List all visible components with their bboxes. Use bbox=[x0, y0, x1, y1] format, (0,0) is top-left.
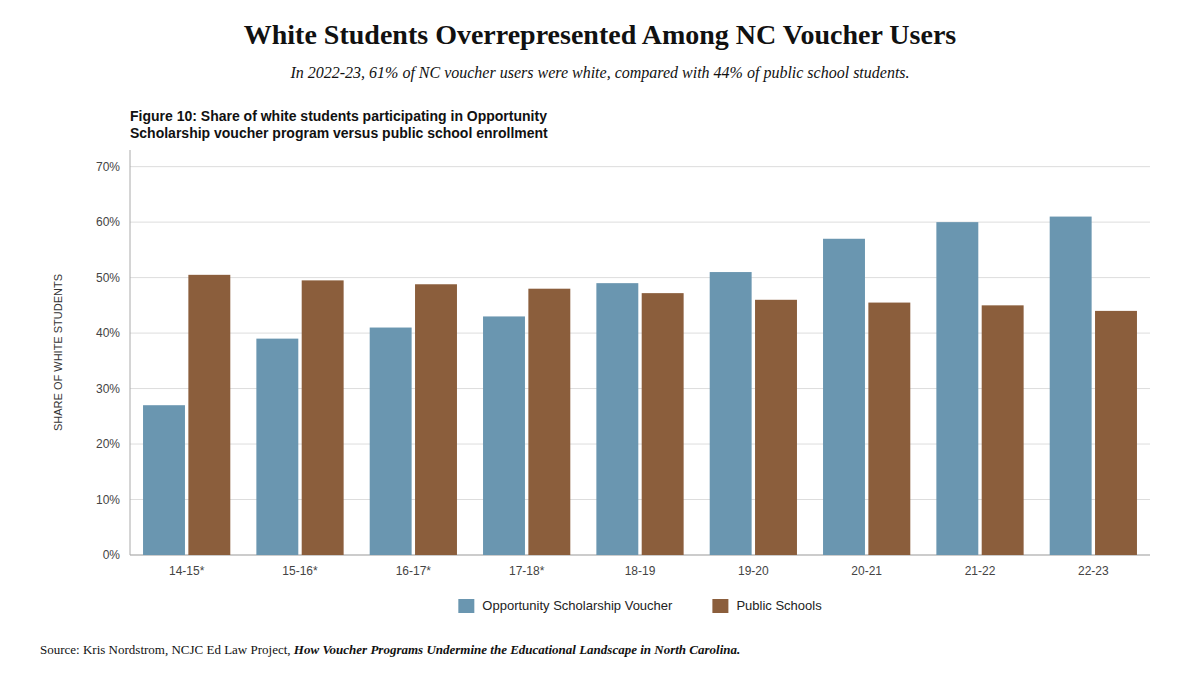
bar bbox=[528, 289, 570, 555]
y-axis-line bbox=[130, 150, 131, 555]
bar bbox=[415, 284, 457, 555]
y-tick-label: 30% bbox=[96, 382, 120, 396]
x-tick-label: 18-19 bbox=[625, 564, 656, 578]
bar bbox=[936, 222, 978, 555]
title: White Students Overrepresented Among NC … bbox=[244, 19, 957, 50]
legend-label: Public Schools bbox=[736, 598, 822, 613]
bar bbox=[642, 293, 684, 555]
bar bbox=[256, 339, 298, 555]
bar bbox=[982, 305, 1024, 555]
y-tick-label: 10% bbox=[96, 493, 120, 507]
bar bbox=[755, 300, 797, 555]
y-tick-label: 70% bbox=[96, 160, 120, 174]
x-tick-label: 20-21 bbox=[851, 564, 882, 578]
grid-line bbox=[130, 166, 1150, 167]
legend-swatch bbox=[458, 599, 474, 613]
subtitle: In 2022-23, 61% of NC voucher users were… bbox=[289, 64, 909, 82]
bar bbox=[710, 272, 752, 555]
x-tick-label: 21-22 bbox=[965, 564, 996, 578]
x-tick-label: 19-20 bbox=[738, 564, 769, 578]
y-axis-label: SHARE OF WHITE STUDENTS bbox=[52, 274, 64, 431]
bar bbox=[868, 303, 910, 555]
grid-line bbox=[130, 277, 1150, 278]
y-tick-label: 0% bbox=[103, 548, 121, 562]
y-tick-label: 40% bbox=[96, 326, 120, 340]
bar bbox=[302, 280, 344, 555]
bar bbox=[823, 239, 865, 555]
bar bbox=[1050, 217, 1092, 555]
x-tick-label: 22-23 bbox=[1078, 564, 1109, 578]
bar bbox=[188, 275, 230, 555]
bar bbox=[1095, 311, 1137, 555]
bar bbox=[143, 405, 185, 555]
bar bbox=[483, 316, 525, 555]
x-tick-label: 14-15* bbox=[169, 564, 205, 578]
figure-title: Figure 10: Share of white students parti… bbox=[130, 108, 548, 141]
source-part: Source: Kris Nordstrom, NCJC Ed Law Proj… bbox=[40, 642, 294, 657]
background bbox=[0, 0, 1200, 676]
x-tick-label: 17-18* bbox=[509, 564, 545, 578]
bars bbox=[143, 217, 1137, 555]
figure-title-line: Scholarship voucher program versus publi… bbox=[130, 125, 548, 141]
figure-title-line: Figure 10: Share of white students parti… bbox=[130, 108, 547, 124]
chart: White Students Overrepresented Among NC … bbox=[0, 0, 1200, 676]
bar bbox=[370, 328, 412, 555]
grid-line bbox=[130, 222, 1150, 223]
x-tick-label: 15-16* bbox=[282, 564, 318, 578]
y-tick-label: 60% bbox=[96, 215, 120, 229]
y-tick-label: 20% bbox=[96, 437, 120, 451]
legend: Opportunity Scholarship Voucher Public Sc… bbox=[458, 598, 822, 613]
source: Source: Kris Nordstrom, NCJC Ed Law Proj… bbox=[40, 642, 740, 657]
legend-label: Opportunity Scholarship Voucher bbox=[482, 598, 673, 613]
x-tick-label: 16-17* bbox=[396, 564, 432, 578]
bar bbox=[596, 283, 638, 555]
y-tick-label: 50% bbox=[96, 271, 120, 285]
source-part: How Voucher Programs Undermine the Educa… bbox=[293, 642, 740, 657]
legend-swatch bbox=[712, 599, 728, 613]
